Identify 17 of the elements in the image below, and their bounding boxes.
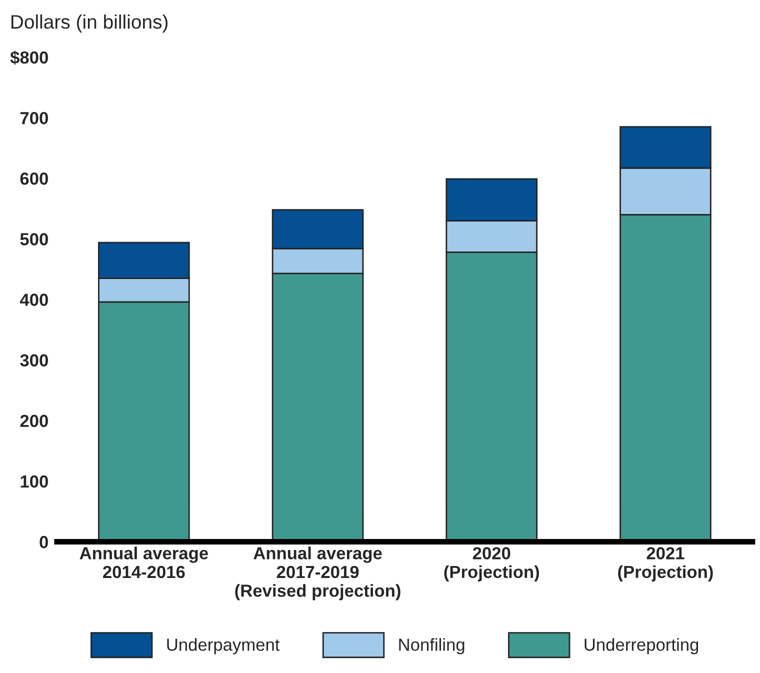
y-tick-label: 400	[20, 294, 48, 306]
x-tick-label: 2021 (Projection)	[618, 547, 713, 582]
y-tick-label: 600	[20, 172, 48, 185]
y-tick-label: 200	[20, 414, 48, 428]
y-tick-label: 100	[20, 475, 48, 488]
y-tick-label: 300	[20, 354, 48, 367]
legend-label: Nonfiling	[399, 638, 464, 654]
legend-label: Underreporting	[584, 638, 698, 654]
x-tick-label: Annual average 2014-2016	[80, 546, 208, 578]
y-tick-label: $800	[10, 50, 48, 65]
legend-label: Underpayment	[167, 638, 280, 654]
x-tick-label: 2020 (Projection)	[444, 547, 539, 582]
chart-title: Dollars (in billions)	[11, 14, 168, 33]
y-tick-label: 700	[20, 112, 48, 124]
y-tick-label: 0	[40, 536, 48, 548]
y-tick-label: 500	[20, 233, 48, 246]
x-tick-label: Annual average 2017-2019 (Revised projection)	[235, 546, 400, 600]
